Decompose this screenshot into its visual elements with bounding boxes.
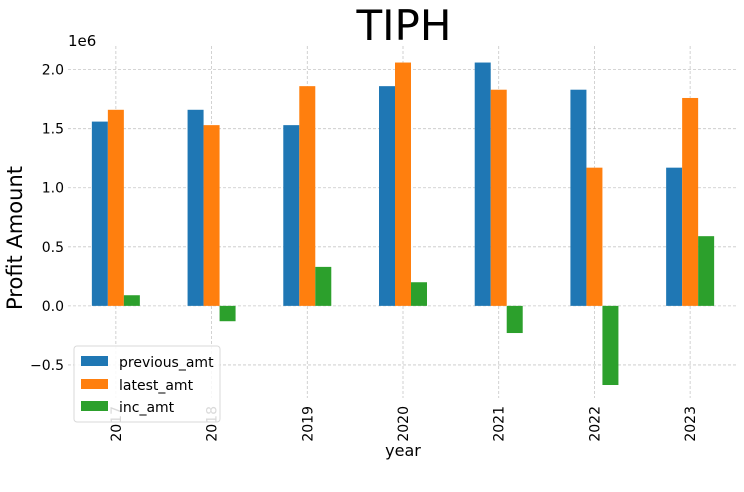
x-tick-label: 2021 xyxy=(492,406,508,442)
bar-previous-amt xyxy=(187,109,204,306)
y-tick-label: 1.0 xyxy=(42,181,64,197)
legend-frame xyxy=(73,345,221,423)
bar-latest-amt xyxy=(203,125,220,306)
bars xyxy=(91,62,715,386)
y-offset-label: 1e6 xyxy=(68,32,96,50)
y-tick-label: 0.5 xyxy=(42,240,64,256)
bar-latest-amt xyxy=(107,109,124,306)
bar-previous-amt xyxy=(570,89,587,306)
legend: previous_amt latest_amt inc_amt xyxy=(73,345,221,423)
bar-previous-amt xyxy=(283,125,300,306)
bar-previous-amt xyxy=(91,121,108,306)
bar-latest-amt xyxy=(395,62,411,306)
y-tick-label: 1.5 xyxy=(42,122,64,138)
bar-inc-amt xyxy=(506,305,523,334)
bar-previous-amt xyxy=(474,62,491,306)
bar-inc-amt xyxy=(411,282,427,306)
legend-swatch-previous-amt xyxy=(81,356,108,366)
x-tick-label: 2023 xyxy=(683,406,699,442)
bar-previous-amt xyxy=(379,86,395,306)
bar-latest-amt xyxy=(682,97,699,306)
bar-inc-amt xyxy=(698,236,715,306)
bar-inc-amt xyxy=(602,305,619,386)
bar-latest-amt xyxy=(299,86,316,306)
bar-previous-amt xyxy=(666,167,683,306)
y-tick-label: −0.5 xyxy=(30,358,64,374)
legend-swatch-inc-amt xyxy=(81,401,108,411)
bar-latest-amt xyxy=(586,167,603,306)
y-tick-label: 2.0 xyxy=(42,63,64,79)
x-tick-label: 2022 xyxy=(587,406,603,442)
bar-inc-amt xyxy=(315,266,332,306)
x-axis-label: year xyxy=(385,441,421,460)
legend-label-inc-amt: inc_amt xyxy=(119,400,175,416)
y-axis-label: Profit Amount xyxy=(3,166,27,310)
legend-label-latest-amt: latest_amt xyxy=(119,378,194,394)
y-tick-label: 0.0 xyxy=(42,299,64,315)
bar-latest-amt xyxy=(490,89,507,306)
legend-swatch-latest-amt xyxy=(81,379,108,389)
x-tick-label: 2020 xyxy=(396,406,412,442)
bar-inc-amt xyxy=(123,295,140,306)
bar-inc-amt xyxy=(219,305,236,322)
chart-title: TIPH xyxy=(356,1,452,50)
legend-label-previous-amt: previous_amt xyxy=(119,355,214,371)
x-tick-label: 2019 xyxy=(300,406,316,442)
